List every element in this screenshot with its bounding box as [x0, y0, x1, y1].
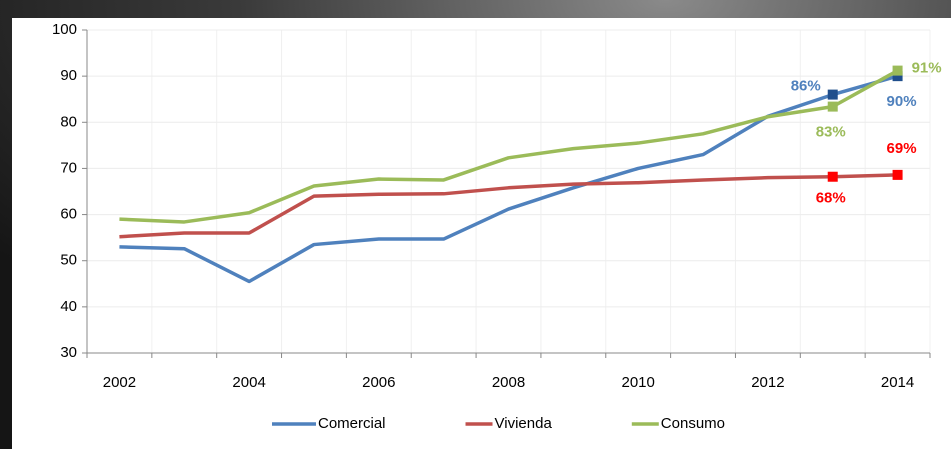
data-label: 69%	[887, 140, 917, 157]
series-line	[119, 69, 899, 224]
legend-label: Consumo	[661, 415, 725, 432]
y-tick-label: 90	[60, 67, 77, 84]
data-label: 68%	[816, 190, 846, 207]
data-marker	[892, 169, 903, 180]
data-marker	[892, 65, 903, 76]
x-tick-label: 2004	[232, 374, 265, 391]
data-label: 86%	[791, 78, 821, 95]
data-marker	[827, 171, 838, 182]
y-tick-label: 30	[60, 344, 77, 361]
y-tick-label: 70	[60, 159, 77, 176]
data-marker	[827, 101, 838, 112]
legend-label: Vivienda	[495, 415, 553, 432]
x-tick-label: 2014	[881, 374, 914, 391]
x-tick-label: 2002	[103, 374, 136, 391]
data-label: 90%	[887, 93, 917, 110]
data-label: 91%	[912, 60, 942, 77]
x-tick-label: 2006	[362, 374, 395, 391]
data-marker	[892, 71, 903, 82]
y-tick-label: 60	[60, 206, 77, 223]
y-tick-label: 80	[60, 113, 77, 130]
x-tick-label: 2012	[751, 374, 784, 391]
legend-label: Comercial	[318, 415, 386, 432]
data-marker	[827, 89, 838, 100]
data-label: 83%	[816, 124, 846, 141]
y-tick-label: 100	[52, 21, 77, 38]
x-tick-label: 2010	[622, 374, 655, 391]
y-tick-label: 50	[60, 252, 77, 269]
y-tick-label: 40	[60, 298, 77, 315]
series-line	[119, 173, 898, 239]
x-tick-label: 2008	[492, 374, 525, 391]
